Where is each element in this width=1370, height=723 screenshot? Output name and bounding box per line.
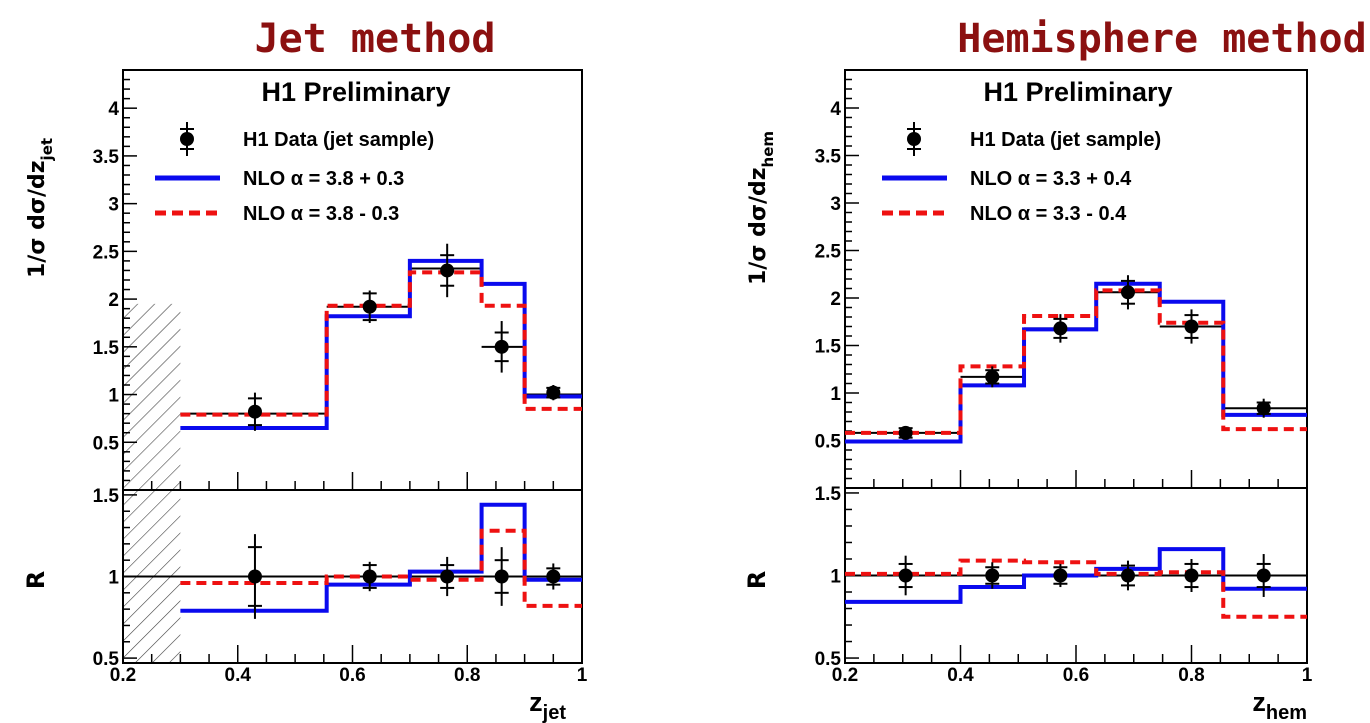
x-axis-label: zjet: [529, 687, 566, 723]
x-tick-label: 1: [1302, 665, 1313, 686]
hemisphere-method-chart: Hemisphere method 1/σ dσ/dzhem R H1 Prel…: [743, 16, 1367, 723]
plot-label: H1 Preliminary: [983, 77, 1172, 107]
y-tick-label: 4: [108, 99, 119, 120]
legend-nlo-minus-label: NLO α = 3.3 - 0.4: [970, 203, 1127, 225]
legend-nlo-plus-label: NLO α = 3.3 + 0.4: [970, 168, 1132, 190]
ratio-nlo-minus-histogram: [180, 528, 582, 608]
nlo-minus-histogram: [845, 288, 1307, 435]
plot-label: H1 Preliminary: [261, 77, 450, 107]
ratio-data-point: [440, 569, 455, 584]
y-tick-label: 0.5: [815, 432, 842, 453]
data-point: [1256, 401, 1271, 416]
x-tick-label: 0.8: [1178, 665, 1204, 686]
ratio-tick-label: 1.5: [93, 486, 120, 507]
legend-data-label: H1 Data (jet sample): [970, 129, 1161, 151]
y-tick-label: 1.5: [815, 337, 842, 358]
x-tick-label: 0.4: [225, 665, 252, 686]
x-tick-label: 0.6: [339, 665, 365, 686]
ratio-axis-label: R: [22, 571, 50, 589]
excluded-region-hatch: [123, 303, 181, 490]
x-tick-label: 1: [577, 665, 588, 686]
panel-title: Hemisphere method: [957, 16, 1366, 62]
data-point: [247, 404, 262, 419]
nlo-plus-histogram: [180, 258, 582, 430]
nlo-minus-histogram: [180, 270, 582, 417]
legend-data-marker: [180, 132, 194, 146]
y-tick-label: 2: [830, 289, 841, 310]
ratio-tick-label: 1: [108, 568, 119, 589]
legend-data-marker: [907, 132, 921, 146]
ratio-data-point: [494, 569, 509, 584]
ratio-data-point: [362, 569, 377, 584]
y-tick-label: 3.5: [93, 147, 120, 168]
y-tick-label: 1: [108, 386, 119, 407]
ratio-tick-label: 1.5: [815, 484, 842, 505]
data-point: [546, 385, 561, 400]
ratio-nlo-plus-histogram: [180, 502, 582, 613]
data-point: [1120, 285, 1135, 300]
hemisphere-method-panel: Hemisphere method 1/σ dσ/dzhem R H1 Prel…: [685, 0, 1370, 723]
x-tick-label: 0.8: [454, 665, 480, 686]
ratio-axis-label: R: [743, 571, 771, 589]
ratio-data-point: [546, 569, 561, 584]
panel-title: Jet method: [255, 16, 496, 62]
ratio-data-point: [1184, 568, 1199, 583]
data-point: [1184, 319, 1199, 334]
y-tick-label: 0.5: [93, 433, 120, 454]
y-axis-label: 1/σ dσ/dzhem: [746, 131, 777, 285]
y-tick-label: 1: [830, 384, 841, 405]
y-tick-label: 3: [108, 195, 119, 216]
nlo-plus-histogram: [845, 281, 1307, 444]
x-axis-label: zhem: [1252, 687, 1307, 723]
x-tick-label: 0.6: [1063, 665, 1089, 686]
legend-nlo-plus-label: NLO α = 3.8 + 0.3: [243, 168, 404, 190]
y-axis-label: 1/σ dσ/dzjet: [25, 138, 56, 278]
y-tick-label: 1.5: [93, 338, 120, 359]
ratio-data-point: [985, 568, 1000, 583]
x-tick-label: 0.2: [832, 665, 858, 686]
ratio-tick-label: 0.5: [93, 649, 120, 670]
ratio-tick-label: 1: [830, 567, 841, 588]
ratio-data-point: [1053, 568, 1068, 583]
y-tick-label: 2.5: [815, 242, 842, 263]
ratio-data-point: [247, 569, 262, 584]
y-tick-label: 2.5: [93, 242, 120, 263]
jet-method-chart: Jet method 1/σ dσ/dzjet R H1 Preliminary…: [22, 16, 588, 723]
ratio-data-point: [898, 568, 913, 583]
x-tick-label: 0.2: [110, 665, 136, 686]
data-point: [494, 339, 509, 354]
data-point: [362, 299, 377, 314]
legend-nlo-minus-label: NLO α = 3.8 - 0.3: [243, 203, 399, 225]
y-tick-label: 3: [830, 194, 841, 215]
ratio-tick-label: 0.5: [815, 649, 842, 670]
ratio-data-point: [1256, 568, 1271, 583]
y-tick-label: 3.5: [815, 147, 842, 168]
x-tick-label: 0.4: [947, 665, 974, 686]
jet-method-panel: Jet method 1/σ dσ/dzjet R H1 Preliminary…: [22, 16, 588, 723]
y-tick-label: 4: [830, 99, 841, 120]
data-point: [440, 263, 455, 278]
data-point: [898, 425, 913, 440]
data-point: [1053, 321, 1068, 336]
legend-data-label: H1 Data (jet sample): [243, 129, 434, 151]
data-point: [985, 369, 1000, 384]
y-tick-label: 2: [108, 290, 119, 311]
ratio-data-point: [1120, 568, 1135, 583]
